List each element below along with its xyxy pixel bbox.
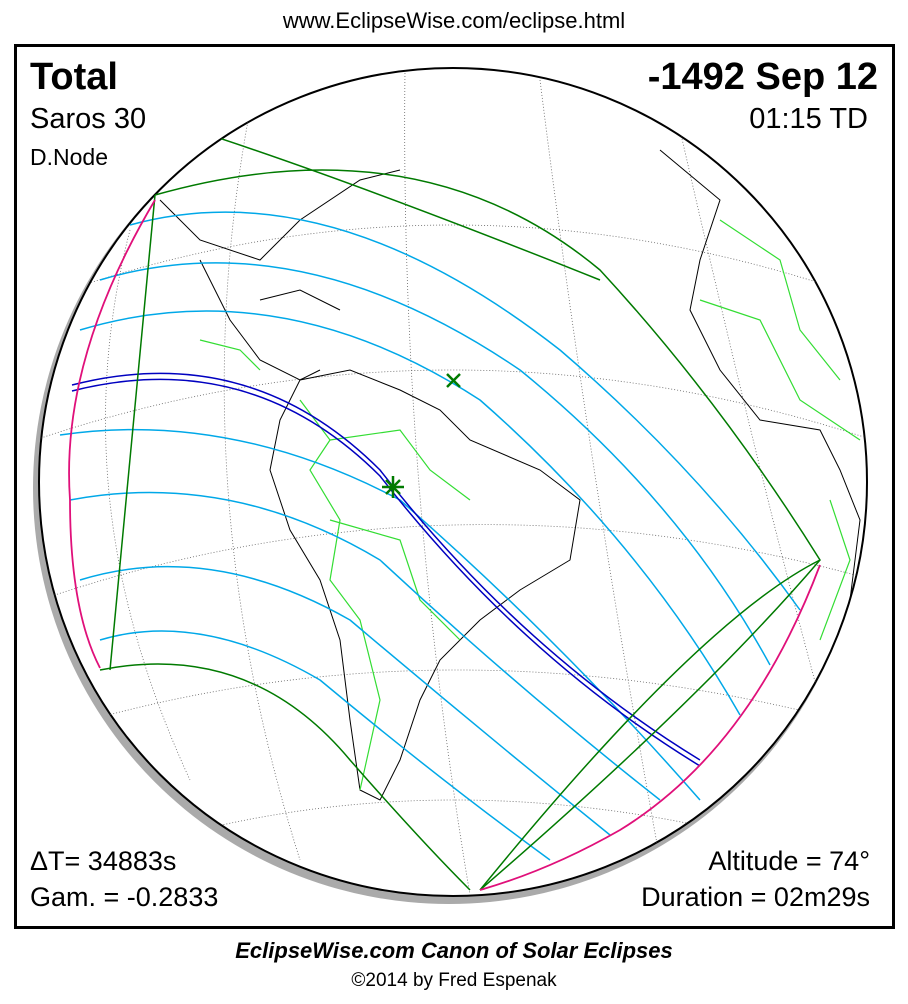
- coastlines: [159, 149, 861, 801]
- eclipse-date: -1492 Sep 12: [647, 56, 878, 98]
- eclipse-type: Total: [30, 56, 118, 98]
- saros-number: Saros 30: [30, 103, 147, 135]
- partial-eclipse-lines: [59, 211, 801, 861]
- source-url: www.EclipseWise.com/eclipse.html: [282, 8, 626, 33]
- globe: [38, 67, 868, 897]
- central-path: [71, 372, 701, 767]
- altitude: Altitude = 74°: [708, 846, 870, 876]
- node: D.Node: [30, 144, 108, 170]
- sub-solar-x-marker: [446, 373, 461, 388]
- eclipse-time: 01:15 TD: [749, 103, 868, 135]
- country-borders: [199, 219, 861, 791]
- greatest-eclipse-star-marker: [382, 476, 404, 498]
- rise-set-curves: [68, 199, 821, 891]
- canon-title: EclipseWise.com Canon of Solar Eclipses: [235, 938, 673, 963]
- copyright: ©2014 by Fred Espenak: [351, 970, 557, 991]
- duration: Duration = 02m29s: [641, 882, 870, 912]
- gamma: Gam. = -0.2833: [30, 882, 219, 912]
- delta-t: ΔT= 34883s: [30, 846, 177, 876]
- map-frame: [14, 44, 895, 929]
